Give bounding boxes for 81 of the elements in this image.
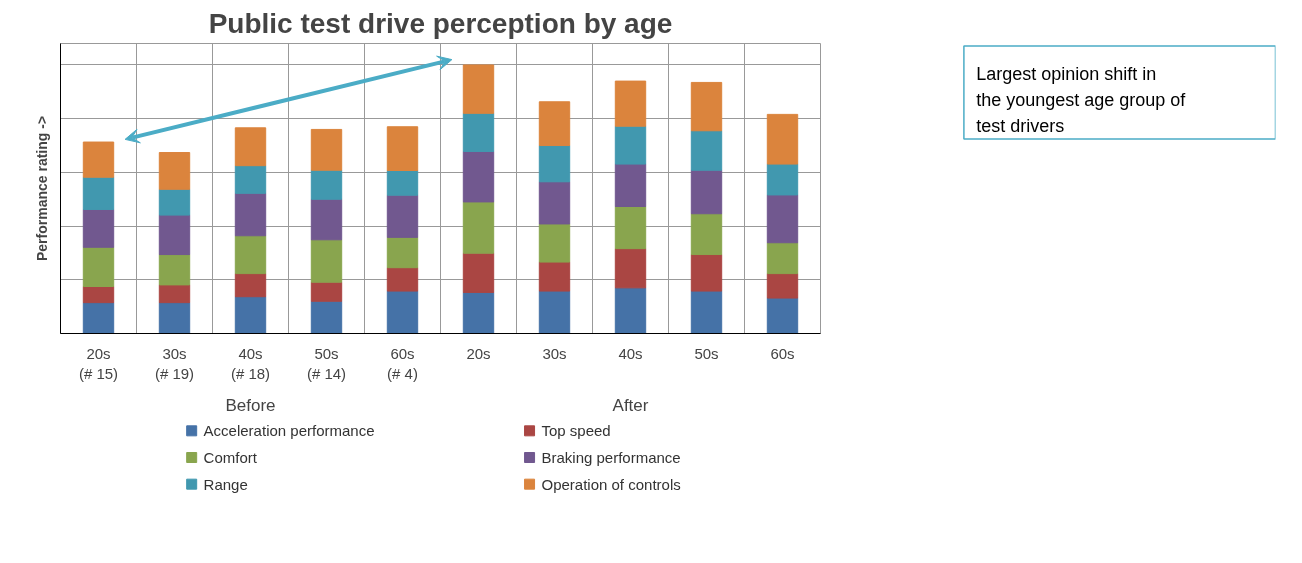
- legend-label: Braking performance: [541, 449, 681, 466]
- x-tick-label: 20s (# 15): [78, 344, 119, 382]
- x-tick-label: 60s (# 4): [387, 344, 418, 382]
- bar: [766, 163, 799, 196]
- legend-label: Top speed: [541, 422, 611, 440]
- bar: [538, 290, 571, 334]
- text: Before: [225, 395, 276, 415]
- bar: [690, 81, 723, 132]
- bar: [386, 290, 419, 334]
- bar: [82, 141, 115, 178]
- bar: [158, 188, 191, 216]
- bar: [538, 261, 571, 292]
- bar: [614, 163, 647, 207]
- bar: [234, 127, 267, 167]
- bar: [158, 284, 191, 304]
- bar: [614, 248, 647, 289]
- bar: [310, 169, 343, 200]
- x-tick-label: 50s: [694, 344, 719, 362]
- chart-title: Public test drive perception by age: [208, 7, 673, 39]
- bar: [234, 296, 267, 334]
- bar: [310, 300, 343, 334]
- bar: [386, 236, 419, 269]
- bar: [82, 246, 115, 288]
- bar: [766, 113, 799, 165]
- y-axis-title: Performance rating ->: [33, 115, 50, 262]
- bar: [462, 112, 495, 152]
- bar: [462, 150, 495, 203]
- bar: [766, 194, 799, 244]
- bar: [234, 192, 267, 237]
- bar: [310, 281, 343, 302]
- x-tick-label: 30s (# 19): [154, 344, 195, 382]
- bar: [386, 126, 419, 172]
- bar: [234, 273, 267, 298]
- x-tick-label: 30s: [542, 344, 567, 362]
- bar: [614, 287, 647, 334]
- bar: [386, 170, 419, 196]
- bar: [462, 252, 495, 293]
- bar: [614, 125, 647, 165]
- bar: [462, 291, 495, 334]
- bar: [158, 152, 191, 190]
- bar: [82, 302, 115, 334]
- x-tick-label: 20s: [466, 344, 491, 362]
- bar: [310, 198, 343, 241]
- bar: [234, 235, 267, 275]
- bar: [462, 201, 495, 254]
- bar: [386, 194, 419, 238]
- bar: [690, 169, 723, 215]
- bar: [538, 223, 571, 263]
- bar: [766, 297, 799, 334]
- bar: [766, 242, 799, 275]
- bar: [310, 128, 343, 171]
- bar: [158, 302, 191, 334]
- bar: [614, 80, 647, 127]
- x-tick-label: 40s (# 18): [230, 344, 271, 382]
- bar: [690, 213, 723, 256]
- x-tick-label: 60s: [770, 344, 795, 362]
- bar: [158, 214, 191, 256]
- text: After: [612, 395, 649, 415]
- x-tick-label: 40s: [618, 344, 643, 362]
- bar: [234, 165, 267, 194]
- bar: [690, 290, 723, 334]
- bar: [766, 273, 799, 299]
- bar: [690, 254, 723, 292]
- bar: [158, 254, 191, 286]
- legend-label: Operation of controls: [541, 475, 681, 493]
- bar: [538, 101, 571, 147]
- legend-label: Range: [203, 475, 248, 493]
- bar: [310, 239, 343, 283]
- legend-label: Comfort: [203, 449, 258, 466]
- legend-label: Acceleration performance: [203, 422, 375, 440]
- bar: [82, 286, 115, 304]
- bar: [538, 145, 571, 183]
- bar: [690, 130, 723, 171]
- text: Largest opinion shift in the youngest age group of test drivers: [976, 63, 1187, 136]
- bar: [82, 208, 115, 248]
- bar: [386, 267, 419, 292]
- bar: [82, 176, 115, 210]
- bar: [538, 181, 571, 225]
- bar: [462, 64, 495, 114]
- x-tick-label: 50s (# 14): [306, 344, 347, 382]
- bar: [614, 205, 647, 250]
